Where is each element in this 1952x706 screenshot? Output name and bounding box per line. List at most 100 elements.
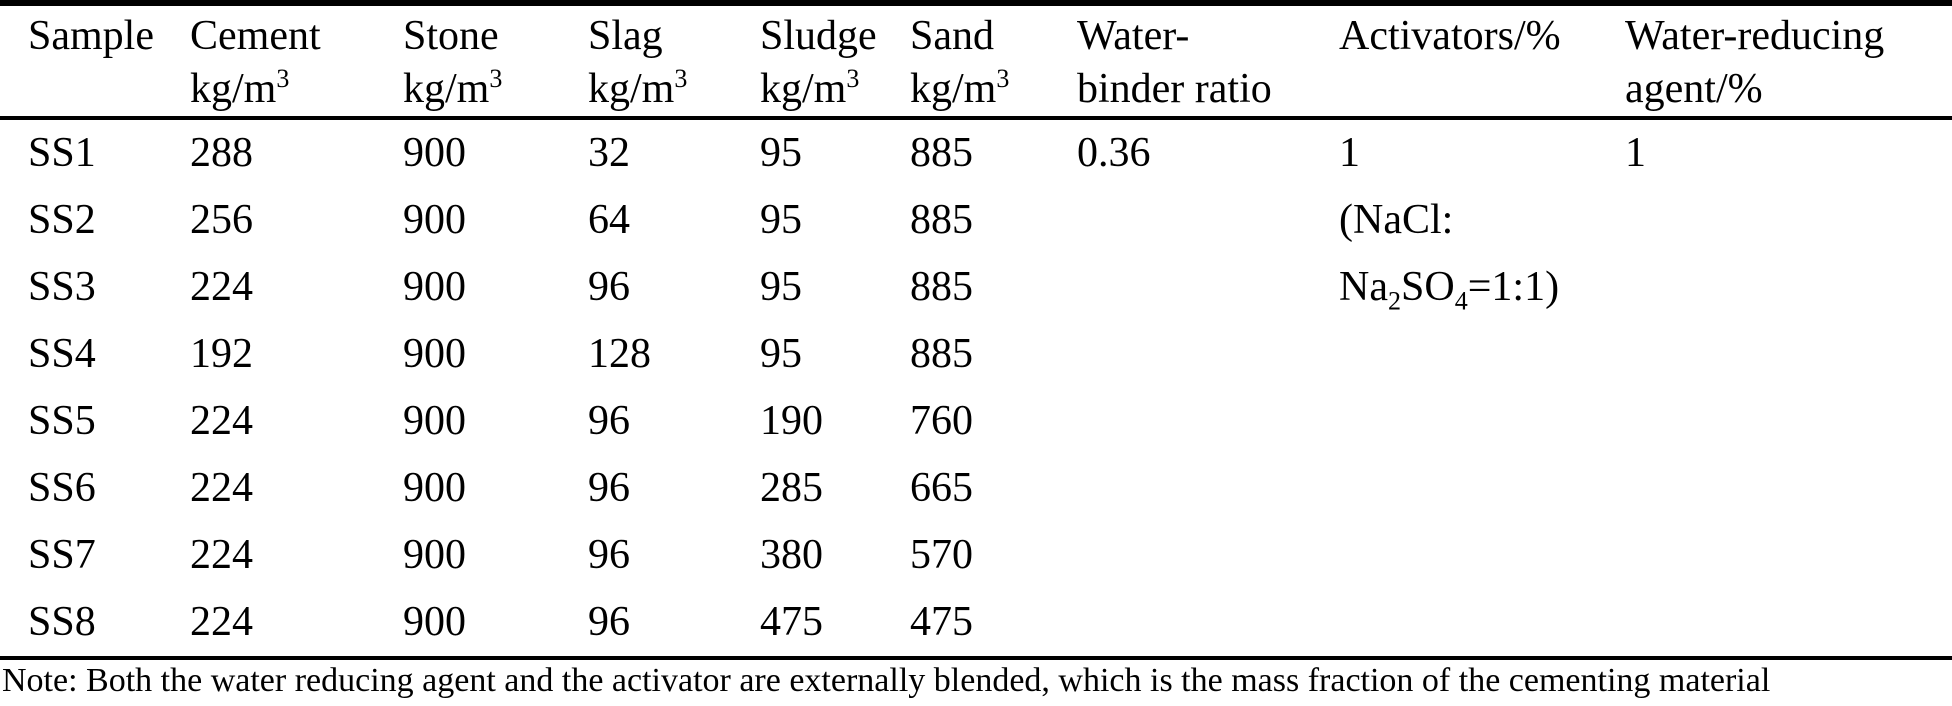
table-cell bbox=[1339, 388, 1625, 455]
table-cell: 885 bbox=[910, 130, 973, 176]
table-cell: 900 bbox=[403, 532, 466, 578]
table-row: SS4 192 900 128 95 885 bbox=[0, 321, 1952, 388]
table-cell bbox=[1625, 254, 1952, 321]
table-cell: 224 bbox=[190, 465, 253, 511]
table-cell: 885 bbox=[910, 264, 973, 310]
column-header-water: Water-binder ratio bbox=[1077, 6, 1339, 116]
table-cell: 95 bbox=[760, 130, 802, 176]
table-cell bbox=[1339, 321, 1625, 388]
column-header-line1: Slag bbox=[588, 13, 663, 59]
table-cell: 64 bbox=[588, 197, 630, 243]
table-cell: 96 bbox=[588, 398, 630, 444]
table-cell bbox=[1077, 321, 1339, 388]
column-header-line2: binder ratio bbox=[1077, 66, 1272, 112]
column-header-activators: Activators/% bbox=[1339, 6, 1625, 116]
table-cell: 224 bbox=[190, 532, 253, 578]
table-cell: 96 bbox=[588, 465, 630, 511]
table-cell: 95 bbox=[760, 264, 802, 310]
table-cell: 1 bbox=[1625, 130, 1646, 176]
sample-id-cell: SS1 bbox=[28, 130, 96, 176]
table-row: SS5 224 900 96 190 760 bbox=[0, 388, 1952, 455]
sample-id-cell: SS5 bbox=[28, 398, 96, 444]
table-cell: 96 bbox=[588, 532, 630, 578]
table-row: SS8 224 900 96 475 475 bbox=[0, 589, 1952, 656]
column-header-line1: Water-reducing bbox=[1625, 13, 1885, 59]
table-cell bbox=[1625, 589, 1952, 656]
table-cell bbox=[1077, 522, 1339, 589]
column-header-line2: kg/m3 bbox=[403, 64, 503, 112]
table-cell: 570 bbox=[910, 532, 973, 578]
table-cell: 900 bbox=[403, 130, 466, 176]
table-cell bbox=[1077, 187, 1339, 254]
table-cell bbox=[1625, 187, 1952, 254]
table-cell: 96 bbox=[588, 599, 630, 645]
table-cell bbox=[1339, 589, 1625, 656]
table-row: SS6 224 900 96 285 665 bbox=[0, 455, 1952, 522]
sample-id-cell: SS3 bbox=[28, 264, 96, 310]
sample-id-cell: SS4 bbox=[28, 331, 96, 377]
column-header-line1: Stone bbox=[403, 13, 499, 59]
mix-proportion-table: Sample Cement kg/m3 Stone kg/m3 Slag kg/m3 Slud… bbox=[0, 0, 1952, 660]
column-header-sample: Sample bbox=[28, 6, 190, 116]
table-cell: 900 bbox=[403, 197, 466, 243]
table-cell: 900 bbox=[403, 264, 466, 310]
table-header-row: Sample Cement kg/m3 Stone kg/m3 Slag kg/m3 Slud… bbox=[0, 6, 1952, 120]
table-cell: 900 bbox=[403, 599, 466, 645]
column-header-line1: Activators/% bbox=[1339, 13, 1561, 59]
table-cell bbox=[1077, 589, 1339, 656]
column-header-line2: kg/m3 bbox=[588, 64, 688, 112]
table-cell: (NaCl: bbox=[1339, 197, 1454, 243]
column-header-slag: Slag kg/m3 bbox=[588, 6, 760, 116]
table-cell bbox=[1625, 455, 1952, 522]
sample-id-cell: SS7 bbox=[28, 532, 96, 578]
column-header-line2: kg/m3 bbox=[190, 64, 290, 112]
table-row: SS7 224 900 96 380 570 bbox=[0, 522, 1952, 589]
table-cell: 224 bbox=[190, 264, 253, 310]
table-cell bbox=[1625, 388, 1952, 455]
table-row: SS1 288 900 32 95 885 0.36 1 1 bbox=[0, 120, 1952, 187]
column-header-water-reducing: Water-reducing agent/% bbox=[1625, 6, 1952, 116]
table-cell: 95 bbox=[760, 197, 802, 243]
table-cell: 900 bbox=[403, 398, 466, 444]
table-cell: 1 bbox=[1339, 130, 1360, 176]
table-cell bbox=[1625, 321, 1952, 388]
table-cell: 224 bbox=[190, 398, 253, 444]
table-cell bbox=[1077, 455, 1339, 522]
column-header-line1: Sand bbox=[910, 13, 994, 59]
sample-id-cell: SS2 bbox=[28, 197, 96, 243]
column-header-line2: kg/m3 bbox=[760, 64, 860, 112]
table-row: SS3 224 900 96 95 885 Na2SO4=1:1) bbox=[0, 254, 1952, 321]
table-cell: 192 bbox=[190, 331, 253, 377]
sample-id-cell: SS8 bbox=[28, 599, 96, 645]
table-body: SS1 288 900 32 95 885 0.36 1 1 SS2 256 900 64 95 885 (N… bbox=[0, 120, 1952, 660]
table-cell: 760 bbox=[910, 398, 973, 444]
table-cell: 900 bbox=[403, 465, 466, 511]
table-cell: Na2SO4=1:1) bbox=[1339, 264, 1560, 316]
table-cell: 32 bbox=[588, 130, 630, 176]
table-cell: 475 bbox=[760, 599, 823, 645]
table-cell: 288 bbox=[190, 130, 253, 176]
table-cell bbox=[1339, 455, 1625, 522]
sample-id-cell: SS6 bbox=[28, 465, 96, 511]
table-cell: 900 bbox=[403, 331, 466, 377]
table-cell bbox=[1077, 388, 1339, 455]
column-header-cement: Cement kg/m3 bbox=[190, 6, 403, 116]
column-header-line1: Water- bbox=[1077, 13, 1190, 59]
table-cell: 665 bbox=[910, 465, 973, 511]
table-cell: 128 bbox=[588, 331, 651, 377]
table-cell: 96 bbox=[588, 264, 630, 310]
column-header-line1: Sludge bbox=[760, 13, 877, 59]
column-header-stone: Stone kg/m3 bbox=[403, 6, 588, 116]
table-note: Note: Both the water reducing agent and … bbox=[2, 662, 1771, 699]
column-header-sludge: Sludge kg/m3 bbox=[760, 6, 910, 116]
column-header-line1: Sample bbox=[28, 13, 154, 59]
column-header-line2: kg/m3 bbox=[910, 64, 1010, 112]
table-cell: 475 bbox=[910, 599, 973, 645]
table-row: SS2 256 900 64 95 885 (NaCl: bbox=[0, 187, 1952, 254]
table-cell bbox=[1625, 522, 1952, 589]
table-cell: 380 bbox=[760, 532, 823, 578]
table-cell: 0.36 bbox=[1077, 130, 1151, 176]
table-cell: 95 bbox=[760, 331, 802, 377]
table-cell bbox=[1077, 254, 1339, 321]
